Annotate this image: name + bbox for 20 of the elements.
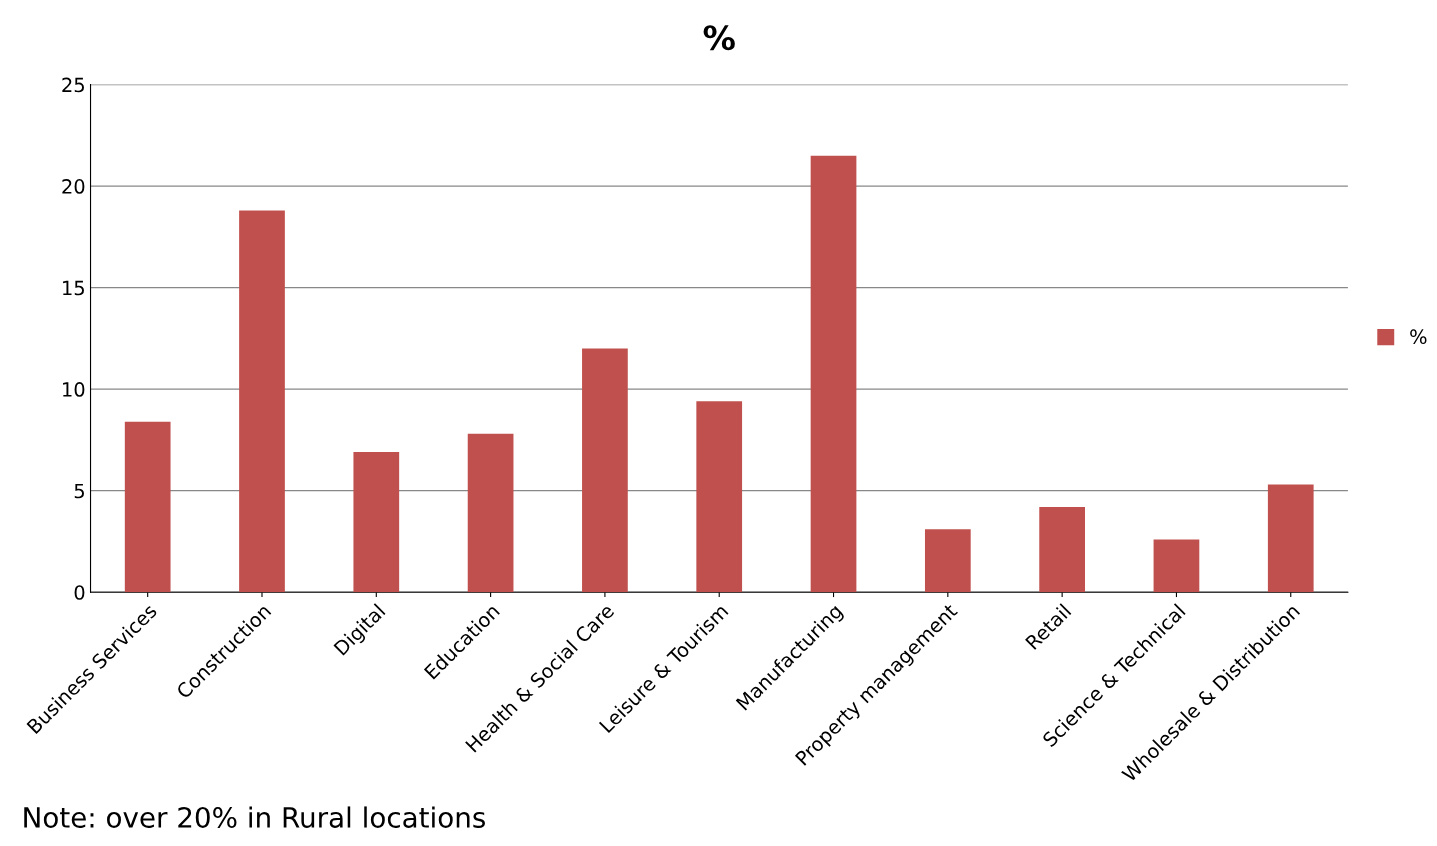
bar xyxy=(1153,539,1200,593)
bar xyxy=(924,529,971,593)
y-tick-label: 10 xyxy=(63,382,85,397)
bar xyxy=(353,452,400,593)
bar xyxy=(124,421,171,593)
bar xyxy=(1267,484,1314,593)
y-tick-label: 0 xyxy=(74,585,85,600)
bar xyxy=(239,210,285,593)
bar xyxy=(582,348,628,593)
y-tick-label: 5 xyxy=(74,483,84,499)
y-tick-label: 15 xyxy=(63,280,84,296)
y-tick-label: 25 xyxy=(62,77,84,93)
text: Note: over 20% in Rural locations xyxy=(24,806,485,828)
bar xyxy=(810,155,857,593)
chart-title: % xyxy=(703,25,735,51)
bar xyxy=(1039,506,1085,593)
legend-label: % xyxy=(1410,329,1427,345)
y-tick-label: 20 xyxy=(62,179,85,194)
bar xyxy=(467,433,514,593)
bar xyxy=(696,401,743,593)
